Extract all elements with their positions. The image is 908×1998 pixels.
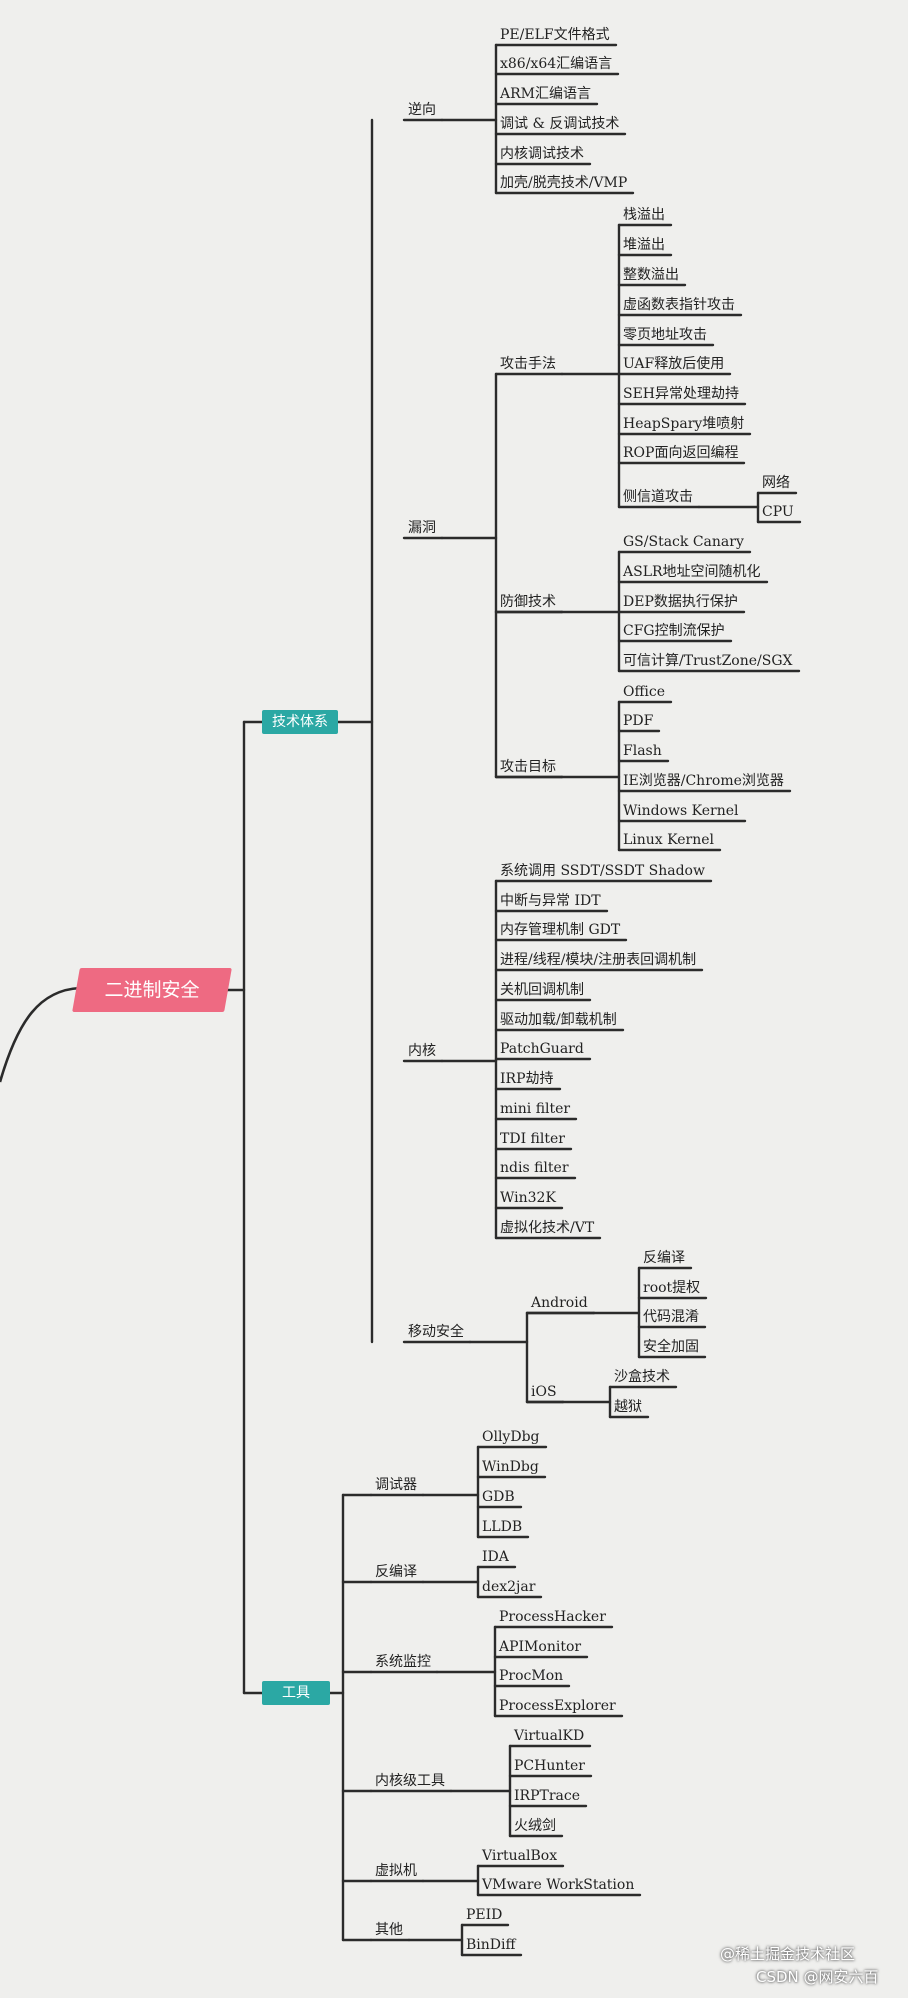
leaf-ios-2: 越狱 xyxy=(614,1399,642,1415)
root-node: 二进制安全 xyxy=(104,979,200,1001)
root-connector xyxy=(0,986,81,1083)
leaf-reverse-1: PE/ELF文件格式 xyxy=(500,27,610,43)
tool-other: 其他 xyxy=(375,1922,403,1938)
category-tech: 技术体系 xyxy=(262,710,338,734)
leaf-other-1: PEID xyxy=(466,1907,503,1923)
leaf-ktool-2: PCHunter xyxy=(514,1758,585,1774)
leaf-defense-1: GS/Stack Canary xyxy=(623,534,744,550)
leaf-monitor-2: APIMonitor xyxy=(499,1639,582,1655)
leaf-side-channel-2: CPU xyxy=(762,504,794,520)
leaf-vm-2: VMware WorkStation xyxy=(482,1877,635,1893)
watermark-juejin: @稀土掘金技术社区 xyxy=(720,1945,856,1963)
tool-debuggers: 调试器 xyxy=(375,1477,417,1493)
branch-vuln: 漏洞 xyxy=(408,520,436,536)
leaf-ktool-4: 火绒剑 xyxy=(514,1818,556,1834)
leaf-attack-8: HeapSpary堆喷射 xyxy=(623,416,745,432)
leaf-debugger-2: WinDbg xyxy=(482,1459,539,1475)
leaf-debugger-4: LLDB xyxy=(482,1519,523,1535)
leaf-kernel-1: 系统调用 SSDT/SSDT Shadow xyxy=(500,863,705,879)
branch-reverse: 逆向 xyxy=(408,102,436,118)
leaf-decompile-1: IDA xyxy=(482,1549,509,1565)
leaf-android-3: 代码混淆 xyxy=(643,1309,699,1325)
leaf-reverse-2: x86/x64汇编语言 xyxy=(500,56,613,72)
leaf-kernel-7: PatchGuard xyxy=(500,1041,584,1057)
leaf-kernel-5: 关机回调机制 xyxy=(500,982,584,998)
leaf-kernel-4: 进程/线程/模块/注册表回调机制 xyxy=(500,952,697,968)
leaf-target-5: Windows Kernel xyxy=(623,803,739,819)
leaf-ktool-3: IRPTrace xyxy=(514,1788,580,1804)
leaf-attack-2: 堆溢出 xyxy=(623,237,665,253)
leaf-attack-3: 整数溢出 xyxy=(623,267,679,283)
leaf-debugger-3: GDB xyxy=(482,1489,515,1505)
leaf-defense-5: 可信计算/TrustZone/SGX xyxy=(623,653,793,669)
leaf-attack-5: 零页地址攻击 xyxy=(623,327,707,343)
leaf-ktool-1: VirtualKD xyxy=(514,1728,585,1744)
tool-monitor: 系统监控 xyxy=(375,1654,431,1670)
leaf-kernel-10: TDI filter xyxy=(500,1131,565,1147)
leaf-side-channel-1: 网络 xyxy=(762,475,790,491)
tool-decompile: 反编译 xyxy=(375,1564,417,1580)
sub-android: Android xyxy=(531,1295,588,1311)
branch-kernel: 内核 xyxy=(408,1043,436,1059)
leaf-reverse-3: ARM汇编语言 xyxy=(500,86,591,102)
leaf-android-4: 安全加固 xyxy=(643,1339,699,1355)
leaf-defense-3: DEP数据执行保护 xyxy=(623,594,738,610)
leaf-kernel-9: mini filter xyxy=(500,1101,571,1117)
sub-defense: 防御技术 xyxy=(500,594,556,610)
leaf-target-4: IE浏览器/Chrome浏览器 xyxy=(623,773,784,789)
leaf-reverse-6: 加壳/脱壳技术/VMP xyxy=(500,175,628,191)
sub-attack: 攻击手法 xyxy=(500,356,556,372)
leaf-kernel-11: ndis filter xyxy=(500,1160,569,1176)
leaf-attack-6: UAF释放后使用 xyxy=(623,356,725,372)
leaf-target-3: Flash xyxy=(623,743,662,759)
leaf-target-6: Linux Kernel xyxy=(623,832,714,848)
tool-kernel: 内核级工具 xyxy=(375,1773,445,1789)
sub-ios: iOS xyxy=(531,1384,557,1400)
leaf-target-2: PDF xyxy=(623,713,654,729)
leaf-ios-1: 沙盒技术 xyxy=(614,1369,670,1385)
leaf-kernel-12: Win32K xyxy=(500,1190,556,1206)
leaf-attack-7: SEH异常处理劫持 xyxy=(623,386,740,402)
leaf-kernel-3: 内存管理机制 GDT xyxy=(500,922,621,938)
leaf-kernel-8: IRP劫持 xyxy=(500,1071,554,1087)
leaf-kernel-2: 中断与异常 IDT xyxy=(500,893,601,909)
leaf-vm-1: VirtualBox xyxy=(482,1848,558,1864)
tool-vm: 虚拟机 xyxy=(375,1863,417,1879)
leaf-reverse-5: 内核调试技术 xyxy=(500,146,584,162)
leaf-other-2: BinDiff xyxy=(466,1937,516,1953)
leaf-kernel-6: 驱动加载/卸载机制 xyxy=(500,1012,617,1028)
leaf-monitor-1: ProcessHacker xyxy=(499,1609,606,1625)
leaf-kernel-13: 虚拟化技术/VT xyxy=(500,1220,595,1236)
leaf-android-1: 反编译 xyxy=(643,1250,685,1266)
leaf-defense-4: CFG控制流保护 xyxy=(623,623,725,639)
leaf-debugger-1: OllyDbg xyxy=(482,1429,540,1445)
leaf-attack-10: 侧信道攻击 xyxy=(623,489,693,505)
leaf-reverse-4: 调试 & 反调试技术 xyxy=(500,116,620,132)
leaf-monitor-4: ProcessExplorer xyxy=(499,1698,616,1714)
watermark-csdn: CSDN @网安六百 xyxy=(756,1968,879,1986)
leaf-attack-9: ROP面向返回编程 xyxy=(623,445,739,461)
leaf-defense-2: ASLR地址空间随机化 xyxy=(623,564,761,580)
leaf-android-2: root提权 xyxy=(643,1280,701,1296)
leaf-attack-1: 栈溢出 xyxy=(623,207,665,223)
leaf-target-1: Office xyxy=(623,684,666,700)
branch-mobile: 移动安全 xyxy=(408,1324,464,1340)
sub-targets: 攻击目标 xyxy=(500,759,556,775)
leaf-attack-4: 虚函数表指针攻击 xyxy=(623,297,735,313)
leaf-decompile-2: dex2jar xyxy=(482,1579,536,1595)
category-tools: 工具 xyxy=(262,1681,330,1705)
leaf-monitor-3: ProcMon xyxy=(499,1668,564,1684)
